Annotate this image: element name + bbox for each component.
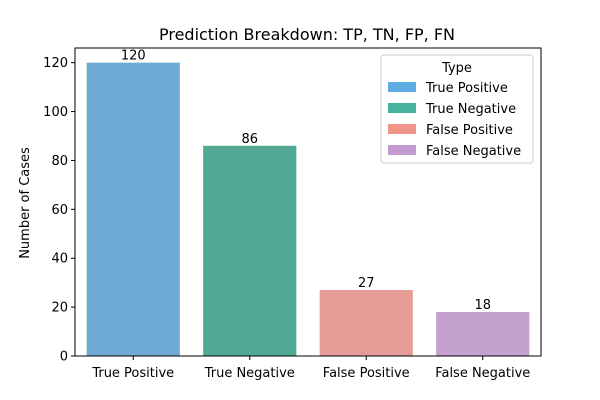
legend-entry-label: True Negative bbox=[425, 102, 516, 117]
y-axis-label: Number of Cases bbox=[18, 147, 33, 259]
bars-group bbox=[86, 62, 530, 357]
legend-box bbox=[380, 54, 534, 164]
y-tick-label: 120 bbox=[43, 56, 68, 71]
legend-entry-label: True Positive bbox=[425, 81, 508, 96]
y-tick-label: 0 bbox=[60, 350, 68, 365]
bar-value-label: 27 bbox=[358, 276, 375, 291]
bar-value-label: 18 bbox=[474, 298, 491, 313]
legend-swatch bbox=[388, 145, 416, 155]
x-axis-ticks: True Positive True Negative False Positive… bbox=[91, 356, 530, 381]
bar bbox=[436, 312, 530, 356]
y-tick-label: 60 bbox=[51, 203, 68, 218]
x-tick-label: True Negative bbox=[204, 366, 295, 381]
legend-swatch bbox=[388, 82, 416, 92]
legend-title: Type bbox=[441, 61, 472, 76]
bar bbox=[319, 290, 413, 356]
chart-title: Prediction Breakdown: TP, TN, FP, FN bbox=[159, 25, 455, 44]
legend-entry-label: False Positive bbox=[426, 123, 513, 138]
y-tick-label: 100 bbox=[43, 105, 68, 120]
y-tick-label: 20 bbox=[51, 301, 68, 316]
bar-value-label: 86 bbox=[241, 132, 258, 147]
legend-entries: True Positive True Negative False Positive… bbox=[388, 81, 521, 159]
plot-frame bbox=[74, 47, 542, 357]
value-labels-group: 120 86 27 18 bbox=[121, 49, 491, 313]
bar-value-label: 120 bbox=[121, 49, 146, 64]
x-tick-label: False Negative bbox=[435, 366, 530, 381]
legend-swatch bbox=[388, 124, 416, 134]
x-tick-label: False Positive bbox=[323, 366, 410, 381]
y-tick-label: 80 bbox=[51, 154, 68, 169]
x-tick-label: True Positive bbox=[91, 366, 174, 381]
legend-swatch bbox=[388, 103, 416, 113]
bar bbox=[86, 62, 180, 357]
legend-entry-label: False Negative bbox=[426, 144, 521, 159]
y-tick-label: 40 bbox=[51, 252, 68, 267]
legend: Type True Positive True Negative False Pos… bbox=[380, 54, 534, 164]
y-axis-ticks: 0 20 40 60 80 100 120 bbox=[43, 56, 75, 365]
bar bbox=[203, 145, 297, 356]
